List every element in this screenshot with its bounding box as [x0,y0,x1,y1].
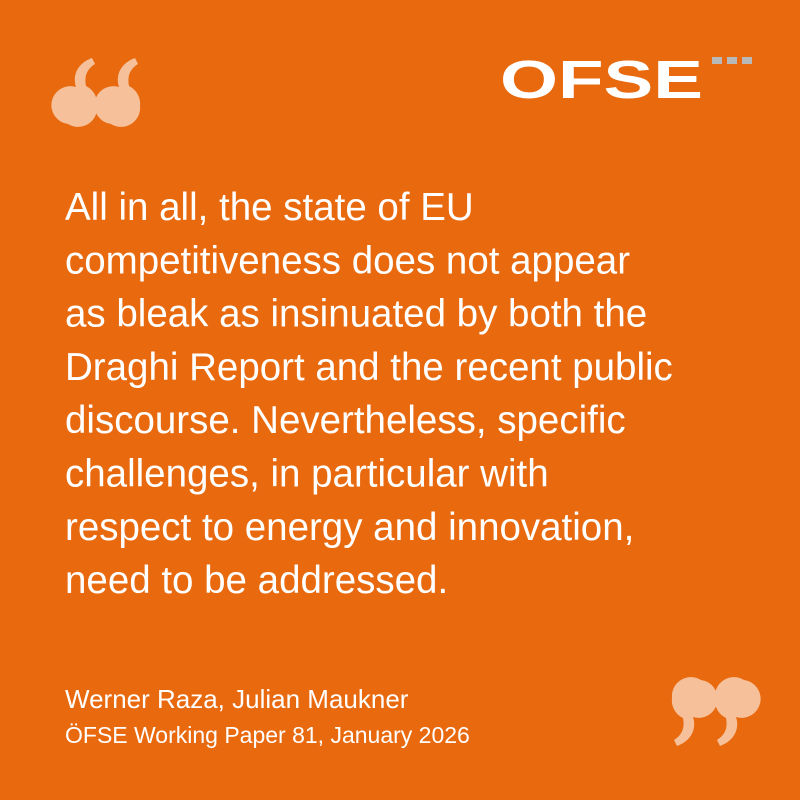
quote-line: challenges, in particular with [65,453,549,496]
quote-line: need to be addressed. [65,559,448,602]
logo: OFSE [500,50,703,110]
opening-quote-mark [51,58,141,127]
quote-line: discourse. Nevertheless, specific [65,399,626,442]
quote-line: respect to energy and innovation, [65,506,634,549]
quote-line: Draghi Report and the recent public [65,346,673,389]
quote: All in all, the state of EU competitivene… [65,186,673,602]
quote-line: competitiveness does not appear [65,239,630,282]
quote-line: as bleak as insinuated by both the [65,293,647,336]
closing-quote-mark [671,677,761,746]
quote-line: All in all, the state of EU [65,186,474,229]
source: ÖFSE Working Paper 81, January 2026 [65,722,470,748]
logo-dots [712,57,752,64]
authors: Werner Raza, Julian Maukner [65,684,409,714]
